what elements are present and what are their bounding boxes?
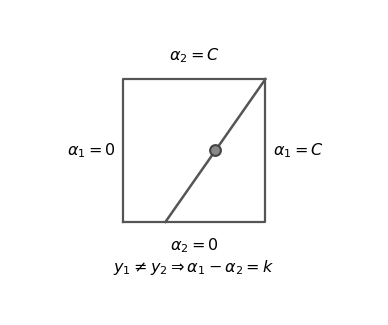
Point bbox=[212, 148, 218, 153]
Text: $\alpha_2 = 0$: $\alpha_2 = 0$ bbox=[170, 236, 218, 255]
Text: $y_1 \neq y_2 \Rightarrow \alpha_1 - \alpha_2 = k$: $y_1 \neq y_2 \Rightarrow \alpha_1 - \al… bbox=[113, 258, 275, 277]
Text: $\alpha_1 = 0$: $\alpha_1 = 0$ bbox=[67, 141, 115, 160]
Text: $\alpha_1 = C$: $\alpha_1 = C$ bbox=[273, 141, 324, 160]
Text: $\alpha_2 = C$: $\alpha_2 = C$ bbox=[168, 46, 220, 65]
